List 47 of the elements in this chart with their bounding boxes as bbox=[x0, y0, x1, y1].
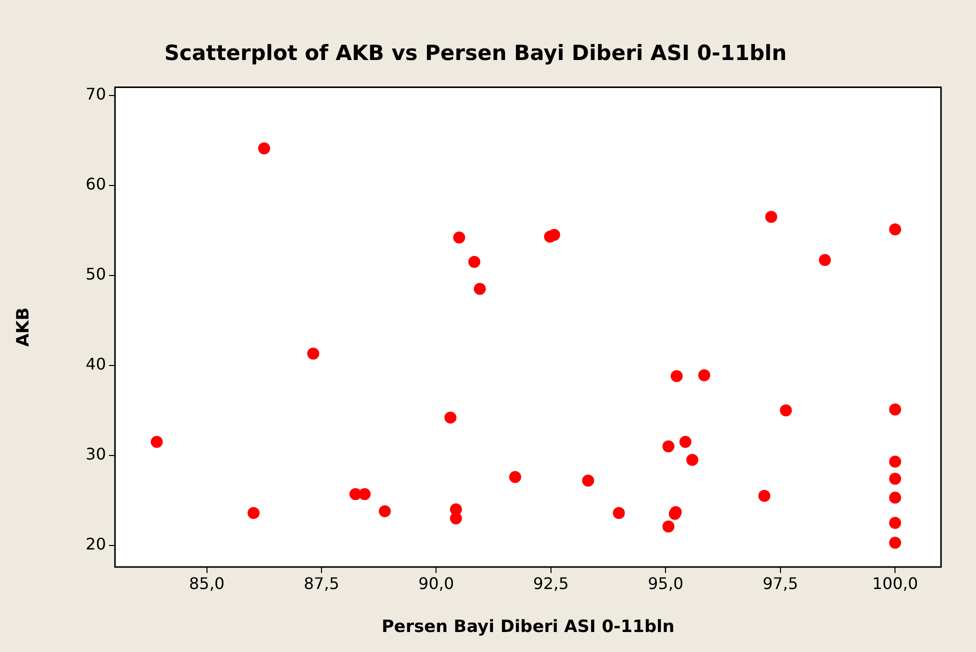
x-tick-label: 85,0 bbox=[188, 574, 225, 593]
point bbox=[378, 505, 391, 518]
y-tick-label: 30 bbox=[86, 444, 106, 464]
point bbox=[670, 370, 683, 382]
point bbox=[889, 472, 902, 485]
point bbox=[474, 282, 486, 295]
point bbox=[150, 436, 163, 448]
point bbox=[509, 470, 522, 483]
x-tick-label: 90,0 bbox=[418, 574, 454, 593]
x-tick-label: 100,0 bbox=[872, 574, 918, 593]
y-axis-title: AKB bbox=[14, 307, 34, 347]
chart-title: Scatterplot of AKB vs Persen Bayi Diberi ASI 0-11bln bbox=[164, 41, 787, 66]
point bbox=[686, 454, 698, 466]
point bbox=[889, 492, 902, 504]
point bbox=[758, 490, 770, 502]
point bbox=[582, 474, 594, 487]
y-tick-label: 20 bbox=[86, 534, 106, 554]
point bbox=[889, 536, 902, 549]
x-axis-title: Persen Bayi Diberi ASI 0-11bln bbox=[382, 617, 674, 638]
y-tick-label: 40 bbox=[86, 354, 106, 374]
x-tick-label: 95,0 bbox=[648, 574, 684, 593]
point bbox=[444, 412, 456, 424]
y-tick-label: 60 bbox=[86, 174, 106, 194]
point bbox=[453, 232, 466, 244]
point bbox=[679, 436, 692, 448]
point bbox=[889, 516, 902, 529]
point bbox=[818, 254, 831, 266]
x-tick-label: 92,5 bbox=[533, 574, 569, 593]
point bbox=[358, 488, 371, 500]
point bbox=[889, 403, 902, 416]
point bbox=[662, 440, 674, 452]
point bbox=[258, 142, 270, 154]
x-tick-label: 87,5 bbox=[304, 574, 340, 593]
point bbox=[889, 456, 902, 468]
y-tick-label: 70 bbox=[86, 84, 106, 104]
point bbox=[468, 256, 480, 268]
point bbox=[662, 520, 674, 532]
point bbox=[889, 223, 902, 236]
point bbox=[248, 506, 260, 519]
point bbox=[698, 369, 710, 382]
point bbox=[612, 506, 625, 519]
x-tick-label: 97,5 bbox=[762, 574, 798, 593]
point bbox=[307, 348, 320, 360]
point bbox=[780, 404, 792, 416]
point bbox=[765, 210, 778, 223]
point bbox=[548, 228, 560, 241]
y-tick-label: 50 bbox=[86, 264, 106, 284]
